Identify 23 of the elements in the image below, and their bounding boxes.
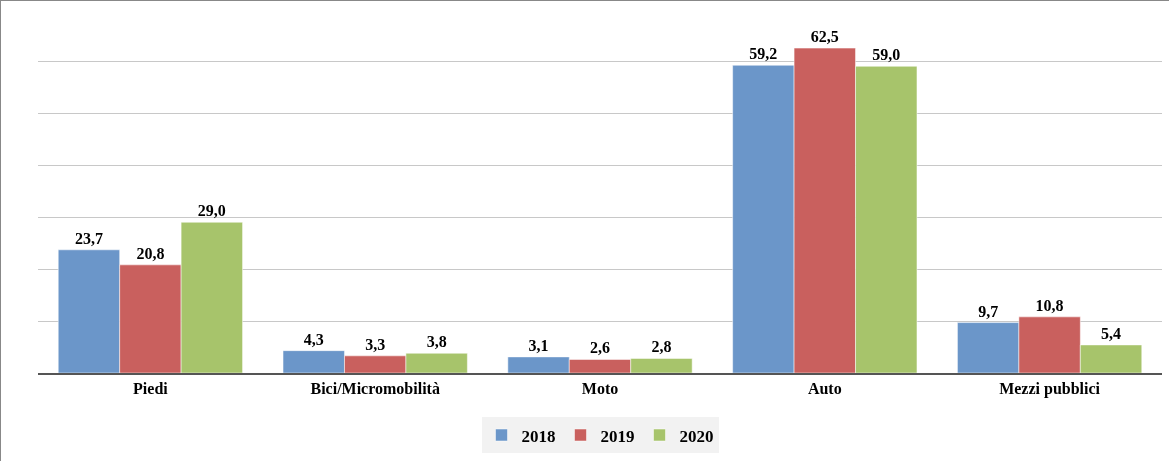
data-label: 3,8 — [426, 333, 447, 351]
data-label: 9,7 — [978, 302, 999, 320]
data-label: 4,3 — [303, 330, 324, 348]
legend-label: 2020 — [679, 426, 714, 446]
data-label: 59,2 — [749, 45, 778, 63]
data-label: 3,3 — [365, 335, 386, 353]
legend-label: 2018 — [521, 426, 556, 446]
x-tick-label: Auto — [807, 380, 842, 398]
data-label: 3,1 — [528, 336, 549, 354]
x-tick-label: Piedi — [133, 380, 169, 398]
data-label: 62,5 — [810, 28, 839, 46]
legend-label: 2019 — [600, 426, 635, 446]
data-label: 29,0 — [197, 202, 226, 220]
data-label: 2,6 — [590, 339, 610, 357]
x-tick-label: Moto — [581, 380, 619, 398]
data-label: 10,8 — [1035, 296, 1064, 314]
data-label: 59,0 — [872, 46, 901, 64]
x-tick-label: Mezzi pubblici — [999, 380, 1101, 399]
data-label: 20,8 — [136, 244, 165, 262]
data-label: 23,7 — [74, 229, 103, 247]
data-label: 2,8 — [651, 338, 672, 356]
data-label: 5,4 — [1101, 324, 1122, 342]
x-tick-label: Bici/Micromobilità — [310, 380, 440, 398]
